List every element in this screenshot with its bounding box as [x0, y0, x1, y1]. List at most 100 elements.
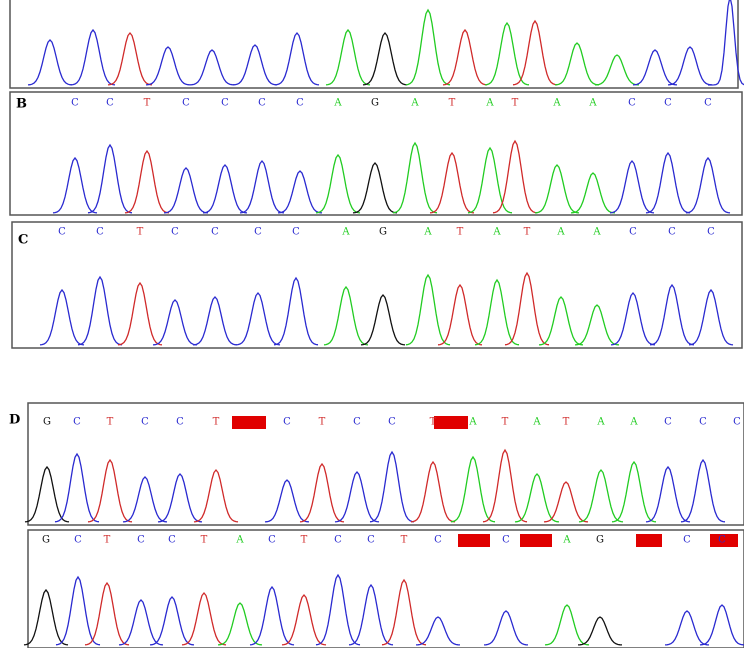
base-call: A	[468, 417, 477, 428]
trace-peak	[273, 276, 319, 346]
trace-peak	[504, 271, 550, 346]
base-call: C	[704, 98, 712, 109]
trace-peak	[645, 465, 691, 523]
base-call: A	[562, 535, 571, 546]
trace-peak	[189, 49, 235, 86]
highlight	[232, 416, 266, 429]
base-call: C	[628, 98, 636, 109]
trace-peak	[483, 610, 529, 646]
trace-peak	[27, 39, 73, 86]
base-call: C	[106, 98, 114, 109]
base-call: C	[629, 227, 637, 238]
panel-c-frame	[11, 221, 743, 349]
trace-peak	[149, 596, 195, 646]
trace-peak	[235, 291, 281, 346]
trace-peak	[107, 31, 153, 86]
trace-peak	[405, 273, 451, 346]
trace-peak	[442, 28, 488, 86]
trace-peak	[474, 278, 520, 346]
base-call: A	[596, 417, 605, 428]
base-call: C	[334, 535, 342, 546]
panel-d-lower-frame	[27, 529, 744, 648]
trace-peak	[124, 149, 170, 214]
base-call: C	[71, 98, 79, 109]
panel-label: D	[9, 413, 20, 428]
trace-peak	[467, 146, 513, 214]
base-call: G	[379, 227, 387, 238]
base-call: A	[588, 98, 597, 109]
trace-peak	[192, 296, 238, 346]
base-call: C	[664, 417, 672, 428]
trace-peak	[54, 452, 100, 523]
trace-peak	[348, 583, 394, 646]
base-call: C	[367, 535, 375, 546]
trace-peak	[84, 581, 130, 646]
trace-peak	[680, 458, 726, 523]
base-call: C	[221, 98, 229, 109]
trace-peak	[392, 141, 438, 214]
base-call: C	[502, 535, 510, 546]
trace-peak	[181, 591, 227, 646]
trace-peak	[610, 291, 656, 346]
trace-peak	[667, 46, 713, 86]
trace-peak	[554, 42, 600, 86]
trace-peak	[202, 164, 248, 214]
trace-peak	[277, 170, 323, 214]
base-call: G	[371, 98, 379, 109]
trace-peak	[77, 275, 123, 346]
base-call: G	[43, 417, 51, 428]
base-call: T	[137, 227, 144, 238]
trace-peak	[152, 299, 198, 346]
base-call: T	[512, 98, 519, 109]
panel-label: B	[16, 97, 27, 112]
base-call: C	[668, 227, 676, 238]
trace-peak	[578, 468, 624, 523]
panel-b-frame	[9, 91, 743, 216]
trace-peak	[232, 44, 278, 86]
base-call: C	[699, 417, 707, 428]
trace-peak	[157, 473, 203, 523]
trace-peak	[39, 288, 85, 346]
trace-peak	[315, 153, 361, 214]
trace-peak	[632, 49, 678, 86]
base-call: C	[707, 227, 715, 238]
trace-peak	[70, 28, 116, 86]
trace-peak	[352, 161, 398, 214]
trace-peak	[512, 19, 558, 86]
trace-peak	[405, 8, 451, 86]
base-call: T	[449, 98, 456, 109]
base-call: C	[434, 535, 442, 546]
trace-peak	[492, 139, 538, 214]
base-call: C	[296, 98, 304, 109]
trace-peak	[23, 588, 69, 646]
base-call: C	[733, 417, 741, 428]
base-call: C	[718, 535, 726, 546]
base-call: C	[683, 535, 691, 546]
trace-peak	[570, 172, 616, 214]
trace-peak	[87, 143, 133, 214]
trace-peak	[645, 151, 691, 214]
base-call: T	[107, 417, 114, 428]
highlight	[520, 534, 552, 547]
trace-peak	[281, 593, 327, 646]
trace-peak	[163, 167, 209, 214]
base-call: T	[457, 227, 464, 238]
trace-peak	[415, 616, 461, 646]
trace-peak	[239, 159, 285, 214]
trace-peak	[145, 46, 191, 86]
panel-d-upper-frame	[27, 402, 744, 526]
trace-peak	[450, 455, 496, 523]
base-call: C	[73, 417, 81, 428]
trace-peak	[594, 54, 640, 86]
base-call: T	[213, 417, 220, 428]
trace-peak	[362, 31, 408, 86]
trace-peak	[24, 465, 70, 523]
trace-peak	[534, 164, 580, 214]
trace-peak	[315, 573, 361, 646]
base-call: T	[563, 417, 570, 428]
base-call: C	[137, 535, 145, 546]
base-call: A	[556, 227, 565, 238]
base-call: G	[42, 535, 50, 546]
base-call: A	[485, 98, 494, 109]
